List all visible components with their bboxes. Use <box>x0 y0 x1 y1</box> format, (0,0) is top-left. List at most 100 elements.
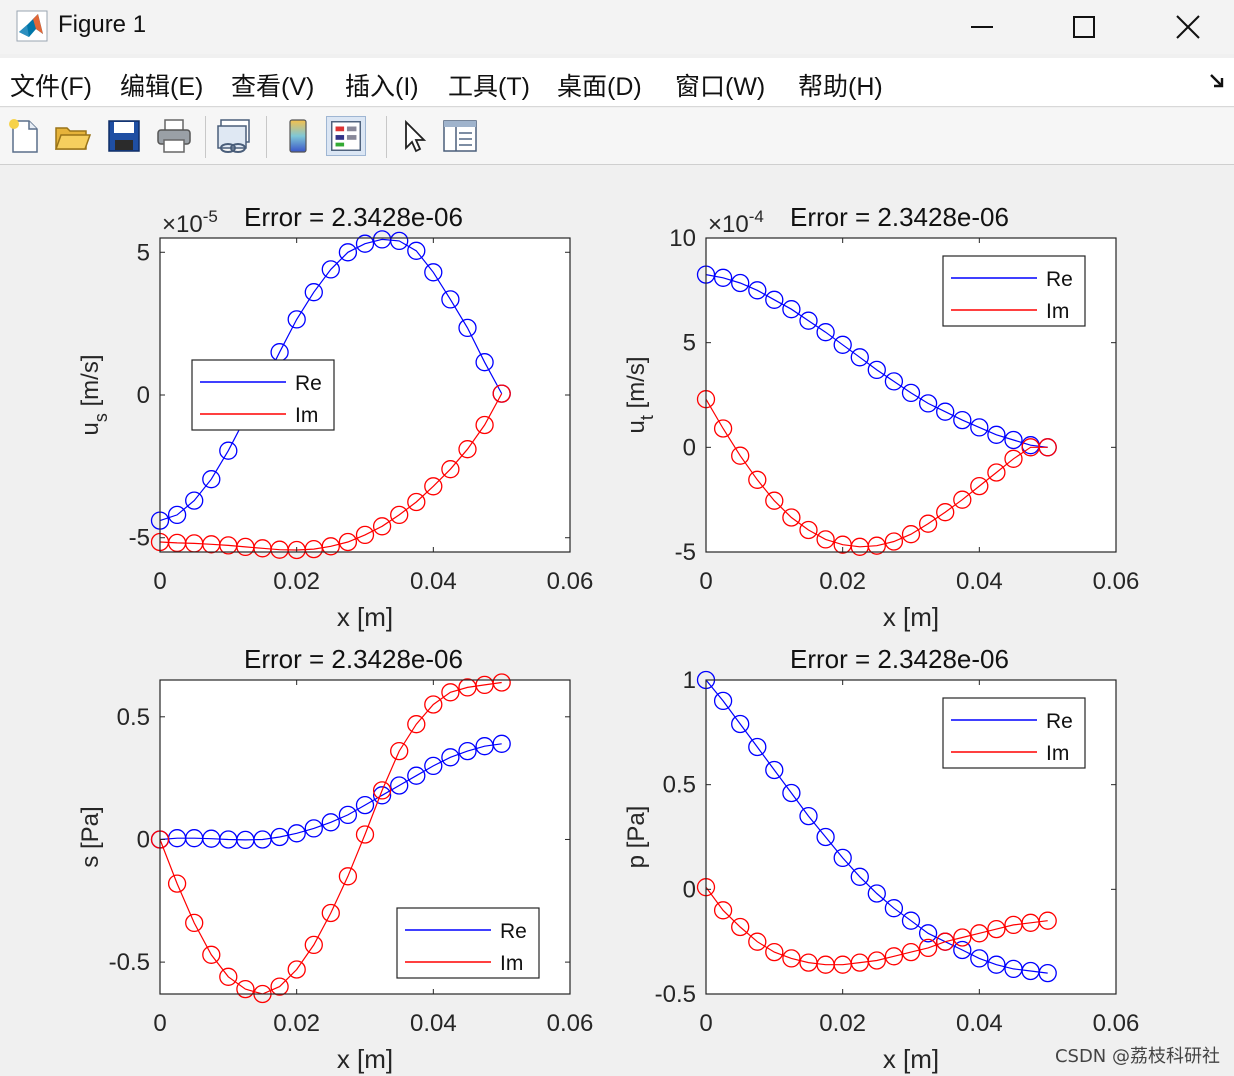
data-point-im <box>765 491 784 510</box>
menu-insert[interactable]: 插入(I) <box>345 73 419 101</box>
data-point-re <box>304 283 323 302</box>
data-point-re <box>799 311 818 330</box>
legend-label-re: Re <box>500 920 527 943</box>
data-point-im <box>167 874 187 893</box>
data-point-re <box>1038 963 1057 983</box>
data-point-im <box>765 942 784 962</box>
close-button[interactable] <box>1136 0 1234 54</box>
data-point-im <box>338 532 358 552</box>
data-point-im <box>355 825 375 844</box>
dock-arrow-icon[interactable] <box>1208 72 1226 90</box>
series-group <box>696 670 1057 983</box>
data-point-re <box>713 691 733 711</box>
data-point-im <box>185 913 204 933</box>
toolbar-separator <box>386 116 387 158</box>
legend[interactable]: Re Im <box>396 907 540 979</box>
data-point-re <box>492 734 511 753</box>
menu-help[interactable]: 帮助(H) <box>798 73 883 101</box>
data-point-re <box>441 290 460 309</box>
x-tick-label: 0 <box>153 568 166 595</box>
x-tick-label: 0.02 <box>273 568 320 595</box>
data-point-im <box>492 673 511 692</box>
data-point-re <box>936 402 955 421</box>
data-point-re <box>338 805 358 825</box>
colorbar-button[interactable] <box>278 116 318 156</box>
data-point-re <box>458 741 477 761</box>
y-tick-label: -5 <box>129 525 150 552</box>
menu-tools[interactable]: 工具(T) <box>448 73 530 101</box>
data-point-re <box>458 318 477 338</box>
data-point-im <box>953 928 972 947</box>
data-point-im <box>372 517 392 536</box>
data-point-re <box>372 786 392 805</box>
colorbar-icon <box>289 119 307 153</box>
x-tick-label: 0 <box>699 568 712 595</box>
open-file-button[interactable] <box>52 116 92 156</box>
data-point-re <box>1004 430 1023 450</box>
x-tick-label: 0.04 <box>410 1010 457 1037</box>
y-tick-label: -5 <box>675 539 696 566</box>
data-point-im <box>799 520 818 540</box>
data-point-re <box>765 760 784 780</box>
legend-button[interactable] <box>326 116 366 156</box>
minimize-button[interactable] <box>930 0 1034 54</box>
menu-edit[interactable]: 编辑(E) <box>120 73 204 101</box>
save-button[interactable] <box>104 116 144 156</box>
data-point-re <box>748 281 767 300</box>
axes-box <box>159 679 571 995</box>
menu-desktop[interactable]: 桌面(D) <box>557 73 642 101</box>
axes-box <box>705 237 1117 553</box>
toolbar-separator <box>266 116 267 158</box>
data-point-re <box>287 824 306 843</box>
y-axis-label: us [m/s] <box>77 354 111 435</box>
data-point-im <box>782 508 801 527</box>
data-point-re <box>884 372 904 391</box>
data-point-im <box>304 935 323 955</box>
data-point-im <box>441 460 460 479</box>
data-point-re <box>390 231 409 251</box>
data-point-im <box>901 942 921 962</box>
data-point-im <box>970 924 989 943</box>
x-tick-label: 0 <box>153 1010 166 1037</box>
data-point-re <box>321 813 340 832</box>
data-point-re <box>407 766 426 785</box>
data-point-im <box>918 514 938 533</box>
pointer-button[interactable] <box>394 116 434 156</box>
data-point-re <box>782 783 801 803</box>
toolbar-separator <box>205 116 206 158</box>
data-point-im <box>458 440 477 459</box>
property-editor-icon <box>443 120 477 152</box>
legend[interactable]: Re Im <box>191 359 335 431</box>
data-point-re <box>816 827 835 847</box>
data-point-re <box>867 360 886 380</box>
menu-window[interactable]: 窗口(W) <box>675 73 766 101</box>
data-point-im <box>953 490 972 509</box>
data-point-re <box>901 383 921 403</box>
data-point-im <box>713 419 733 438</box>
x-tick-label: 0.06 <box>1093 568 1140 595</box>
data-point-re <box>850 348 869 367</box>
new-figure-icon <box>9 119 38 153</box>
y-axis-label: ut [m/s] <box>623 356 657 433</box>
data-point-re <box>782 300 801 319</box>
y-tick-label: 1 <box>683 667 696 694</box>
y-tick-label: -0.5 <box>655 981 696 1008</box>
data-point-re <box>918 394 938 413</box>
legend-label-re: Re <box>295 372 322 395</box>
legend[interactable]: Re Im <box>942 697 1086 769</box>
menu-view[interactable]: 查看(V) <box>231 73 315 101</box>
data-point-im <box>731 917 750 937</box>
data-point-im <box>731 446 750 465</box>
legend[interactable]: Re Im <box>942 255 1086 327</box>
menu-file[interactable]: 文件(F) <box>10 73 92 101</box>
property-editor-button[interactable] <box>440 116 480 156</box>
data-point-re <box>867 884 886 903</box>
y-axis-label: s [Pa] <box>77 806 104 867</box>
link-plot-button[interactable] <box>214 116 254 156</box>
x-axis-label: x [m] <box>883 1044 939 1074</box>
print-button[interactable] <box>154 116 194 156</box>
new-figure-button[interactable] <box>4 116 44 156</box>
maximize-button[interactable] <box>1032 0 1136 54</box>
menu-bar: 文件(F) 编辑(E) 查看(V) 插入(I) 工具(T) 桌面(D) 窗口(W… <box>0 58 1234 107</box>
